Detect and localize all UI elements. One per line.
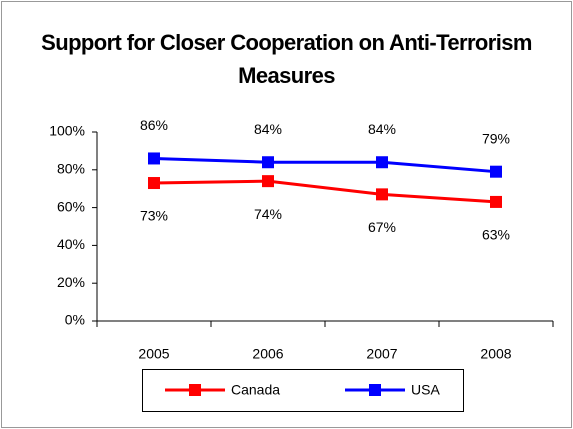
series-marker [262, 156, 274, 169]
legend-label: USA [411, 382, 440, 398]
data-label: 86% [140, 117, 168, 133]
series-marker [148, 152, 160, 165]
legend-label: Canada [231, 382, 280, 398]
y-tick-label: 20% [57, 274, 85, 290]
data-label: 74% [254, 206, 282, 222]
y-tick-label: 60% [57, 198, 85, 214]
x-tick-label: 2007 [366, 346, 397, 362]
series-marker [148, 177, 160, 190]
data-label: 84% [368, 121, 396, 137]
series-marker [262, 175, 274, 188]
x-tick-label: 2005 [138, 346, 169, 362]
chart-title: Support for Closer Cooperation on Anti-T… [41, 30, 532, 88]
series-line [153, 156, 497, 174]
y-tick-label: 80% [57, 161, 85, 177]
series-marker [490, 195, 502, 208]
x-tick-label: 2008 [480, 346, 511, 362]
data-label: 84% [254, 121, 282, 137]
series-marker [376, 188, 388, 201]
y-tick-label: 100% [49, 123, 85, 139]
series-marker [376, 156, 388, 169]
legend-marker [189, 384, 201, 396]
data-label: 63% [482, 227, 510, 243]
series-line [153, 179, 497, 204]
legend-marker [369, 384, 381, 396]
y-tick-label: 0% [65, 312, 85, 328]
data-label: 73% [140, 208, 168, 224]
data-label: 79% [482, 130, 510, 146]
series-marker [490, 165, 502, 178]
data-label: 67% [368, 219, 396, 235]
x-tick-label: 2006 [252, 346, 283, 362]
y-tick-label: 40% [57, 236, 85, 252]
